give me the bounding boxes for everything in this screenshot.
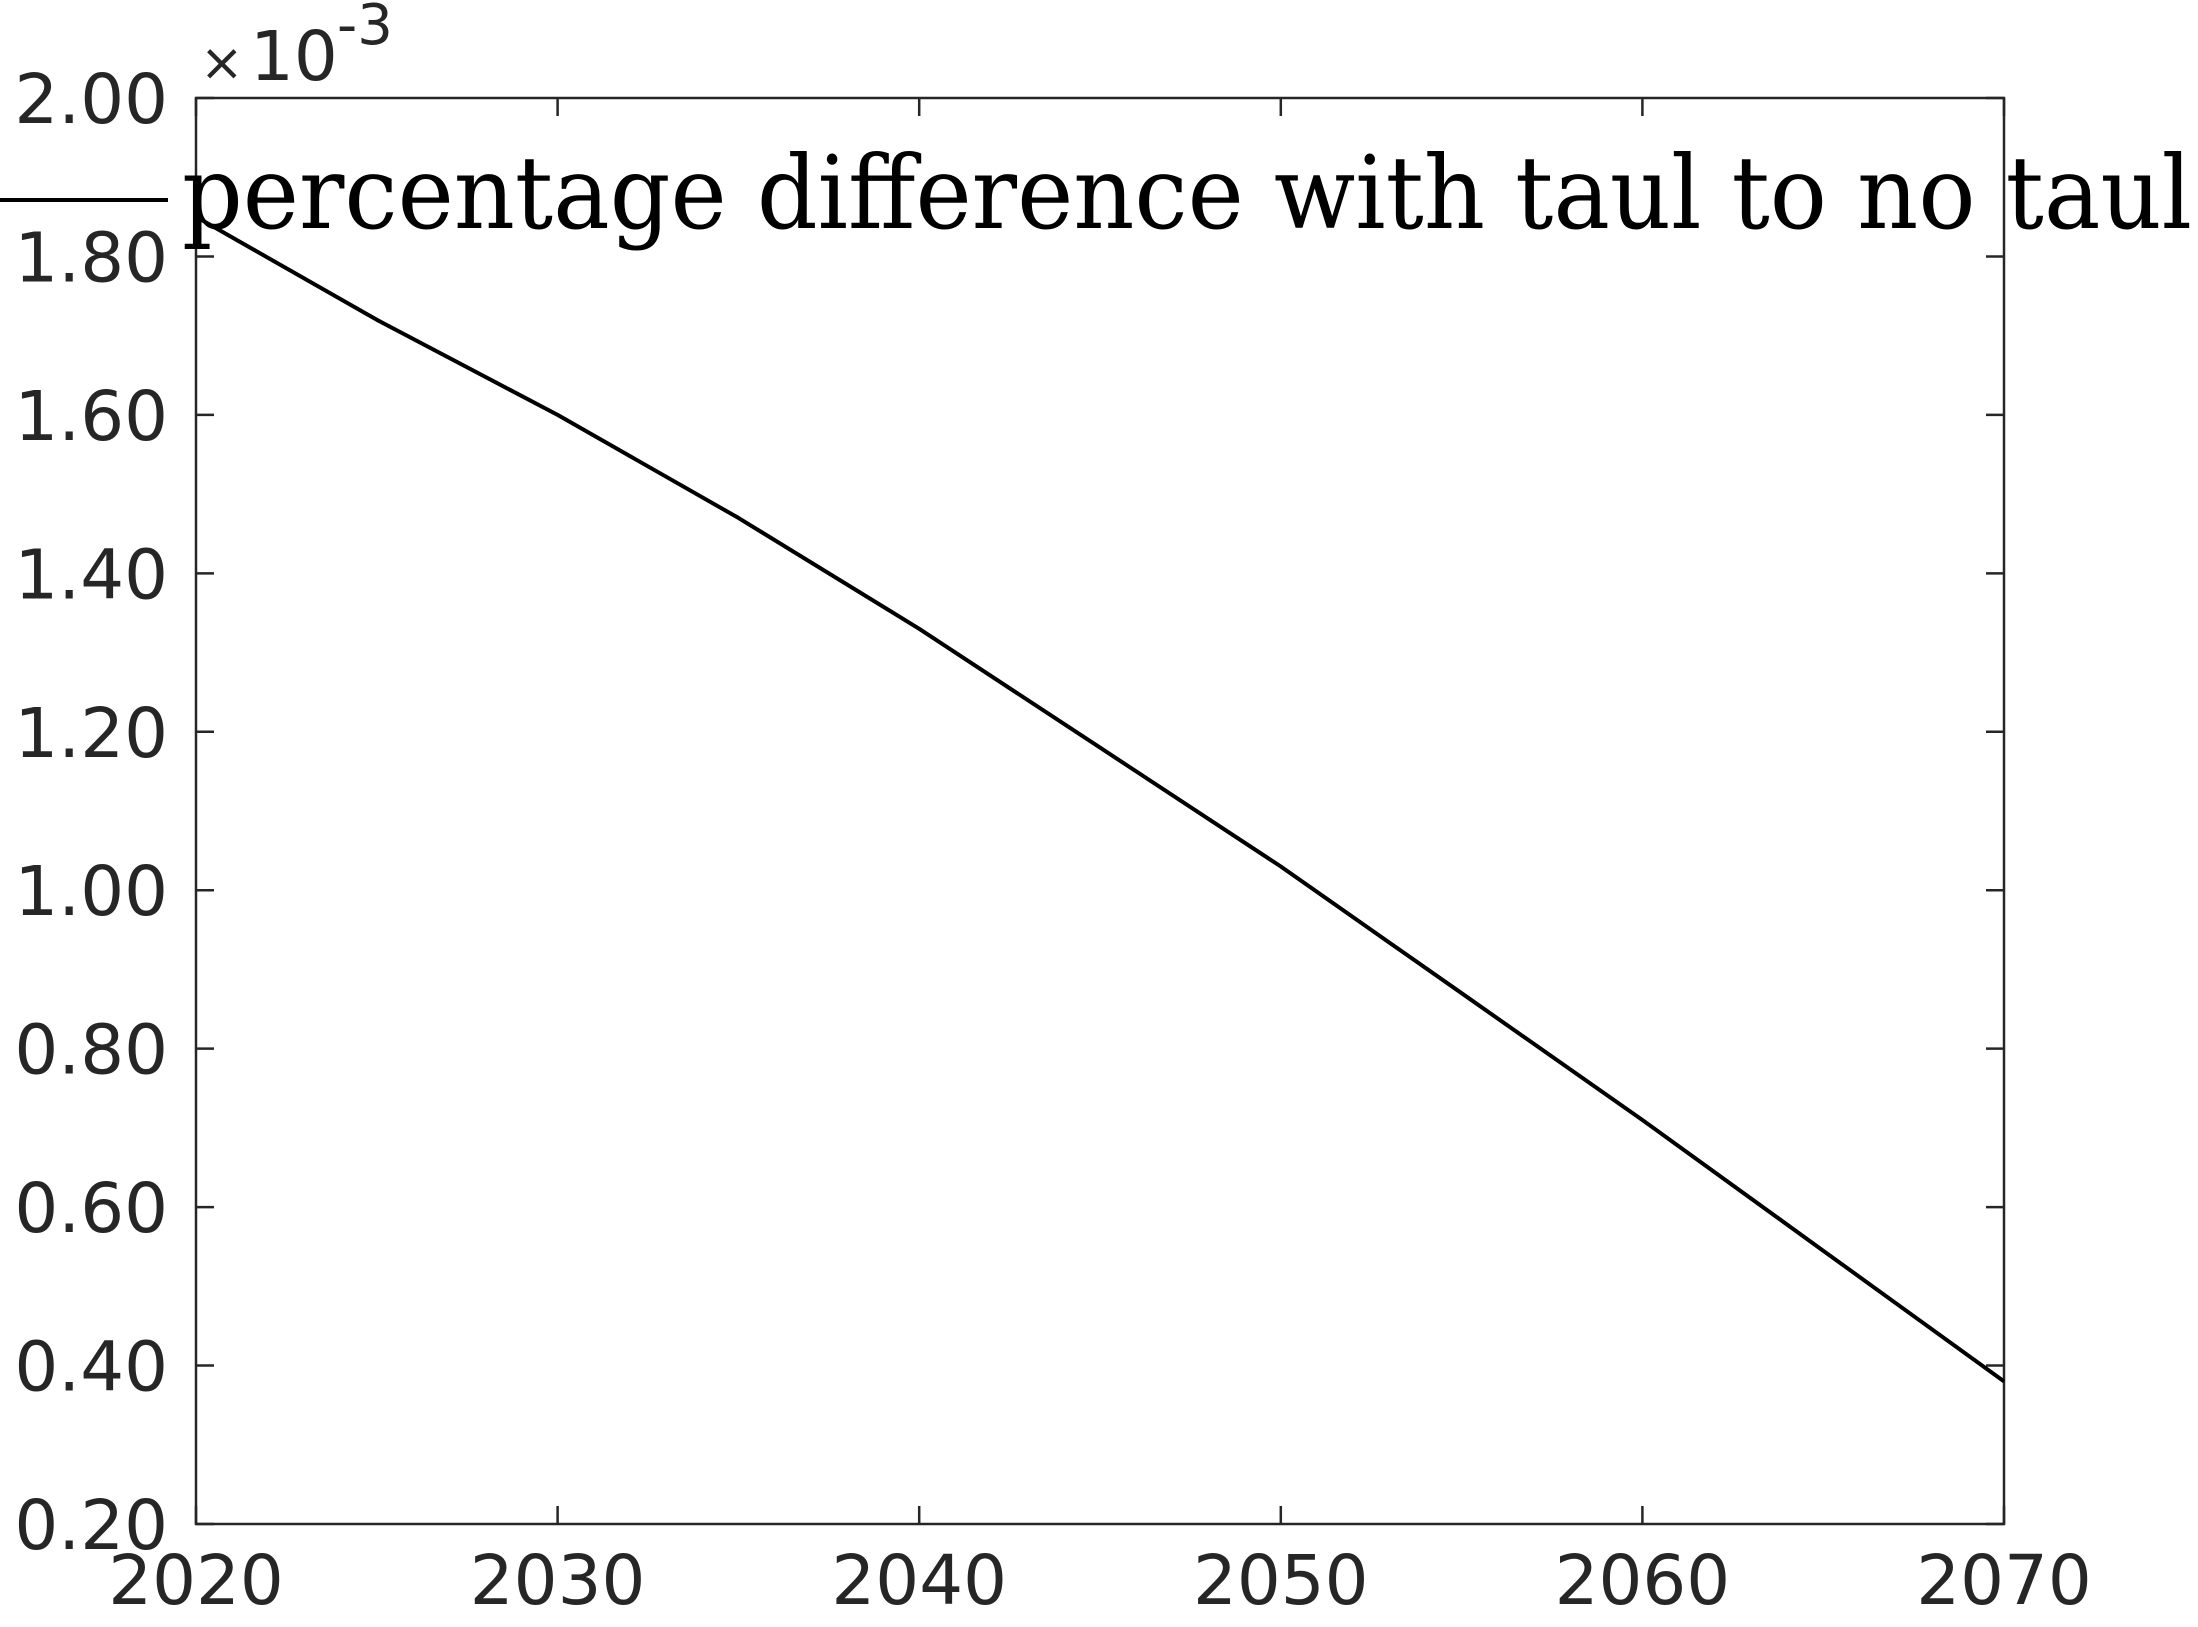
plot-frame (194, 96, 2006, 1526)
y-tick-label: 1.40 (14, 535, 168, 615)
y-exponent-power: -3 (337, 0, 393, 58)
y-exponent-times: × (200, 33, 244, 93)
axes (194, 96, 2006, 1526)
y-tick-label: 1.00 (14, 852, 168, 932)
y-tick-label: 0.40 (14, 1328, 168, 1408)
x-tick-label: 2030 (470, 1541, 646, 1621)
y-tick-label: 2.00 (14, 60, 168, 140)
x-tick-label: 2040 (831, 1541, 1007, 1621)
x-tick-label: 2070 (1916, 1541, 2092, 1621)
y-tick-label: 0.80 (14, 1011, 168, 1091)
legend-entry-label: percentage difference with taul to no ta… (182, 134, 2192, 252)
x-tick-label: 2050 (1193, 1541, 1369, 1621)
legend: percentage difference with taul to no ta… (0, 134, 2192, 252)
x-tick-label: 2020 (108, 1541, 284, 1621)
y-exponent-label: × 10 -3 (200, 0, 393, 97)
y-exponent-base: 10 (250, 17, 338, 97)
x-tick-label: 2060 (1555, 1541, 1731, 1621)
y-tick-label: 1.60 (14, 377, 168, 457)
y-tick-label: 1.20 (14, 694, 168, 774)
y-tick-label: 1.80 (14, 218, 168, 298)
series-line (195, 215, 2006, 1384)
series-layer (195, 215, 2006, 1384)
y-tick-label: 0.20 (14, 1486, 168, 1566)
tick-labels: 2020 2030 2040 2050 2060 2070 0.20 0.40 0.60 0.80… (14, 0, 2091, 1621)
y-tick-label: 0.60 (14, 1169, 168, 1249)
